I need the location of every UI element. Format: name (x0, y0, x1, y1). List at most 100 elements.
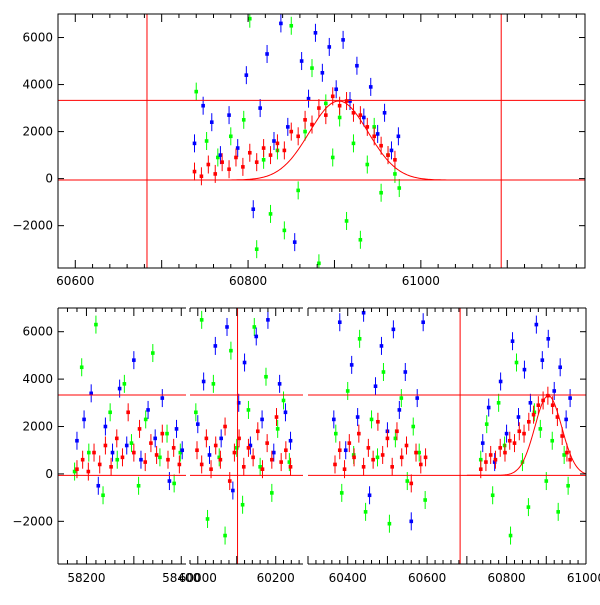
series-2-point-9 (126, 410, 130, 415)
series-0-point-50 (484, 422, 489, 426)
y-tick-label-2: 2000 (22, 125, 53, 139)
series-2-point-44 (352, 455, 356, 460)
series-1-point-18 (327, 45, 332, 49)
series-2-point-53 (395, 429, 399, 434)
series-0-point-13 (303, 129, 307, 134)
series-1-point-48 (421, 320, 425, 325)
series-1-point-21 (348, 99, 352, 103)
series-2-point-66 (507, 438, 512, 443)
series-2-point-32 (256, 429, 260, 434)
series-1-point-46 (409, 519, 414, 524)
top-frame (57, 13, 586, 269)
series-0-point-2 (87, 450, 91, 455)
series-1-point-9 (265, 52, 269, 56)
y-tick-label-1: 0 (45, 467, 53, 481)
series-1-point-44 (397, 408, 402, 412)
series-1-point-14 (174, 427, 179, 431)
bottom-segment-0 (58, 315, 186, 505)
series-2-point-14 (154, 453, 159, 457)
series-2-point-38 (284, 448, 288, 453)
series-0-point-16 (194, 410, 198, 415)
series-1-point-59 (540, 358, 545, 362)
series-2-point-71 (531, 412, 536, 417)
top-x-tick-label-2: 61000 (402, 274, 440, 288)
series-0-point-17 (199, 318, 204, 322)
bottom-segment-1 (190, 308, 303, 564)
series-2-point-5 (227, 167, 231, 172)
series-2-point-5 (103, 443, 108, 448)
bottom-x-tick-label-2-2: 60800 (487, 571, 525, 585)
series-2-point-7 (114, 436, 119, 441)
series-2-point-36 (274, 415, 279, 419)
series-2-point-18 (177, 462, 182, 467)
y-tick-label-0: −2000 (12, 514, 53, 528)
series-0-point-32 (287, 460, 292, 464)
series-1-point-7 (251, 207, 256, 212)
series-0-point-48 (423, 498, 427, 502)
series-0-point-12 (296, 188, 300, 193)
series-0-point-14 (172, 481, 176, 486)
top-x-tick-label-1: 60800 (229, 274, 267, 288)
series-1-point-38 (361, 310, 366, 315)
y-tick-label-1: 0 (45, 172, 53, 186)
series-1-point-3 (96, 483, 101, 488)
series-0-point-4 (101, 493, 105, 498)
series-2-point-15 (160, 431, 165, 436)
series-0-point-26 (393, 172, 397, 176)
series-1-point-19 (334, 87, 338, 92)
series-1-point-16 (195, 422, 200, 426)
series-0-point-1 (204, 139, 209, 143)
series-1-point-5 (235, 146, 240, 150)
series-1-point-58 (534, 322, 539, 327)
series-1-point-50 (486, 405, 491, 410)
series-2-point-34 (265, 441, 269, 445)
series-2-point-17 (171, 446, 176, 450)
series-2-point-42 (342, 467, 347, 471)
series-0-point-41 (381, 370, 386, 374)
series-1-point-53 (504, 431, 509, 436)
series-0-point-13 (165, 431, 169, 436)
series-0-point-60 (544, 479, 549, 483)
y-tick-label-3: 4000 (22, 78, 53, 92)
series-0-point-3 (94, 322, 98, 327)
series-1-point-13 (167, 479, 172, 483)
series-2-point-17 (310, 122, 314, 127)
series-1-point-7 (124, 443, 129, 448)
series-2-point-67 (512, 441, 517, 445)
series-2-point-70 (527, 419, 531, 424)
series-1-point-20 (219, 436, 223, 441)
series-2-point-31 (251, 455, 255, 460)
series-1-point-20 (341, 38, 345, 42)
series-0-point-31 (281, 398, 286, 403)
series-2-point-11 (268, 153, 273, 157)
series-2-point-19 (324, 113, 328, 117)
series-2-point-22 (209, 467, 213, 471)
series-2-point-22 (344, 99, 349, 103)
series-2-point-54 (399, 455, 404, 460)
series-0-point-30 (275, 427, 280, 431)
series-1-point-64 (568, 396, 572, 400)
series-1-point-3 (218, 153, 223, 157)
series-2-point-8 (120, 455, 125, 460)
series-1-point-51 (492, 460, 497, 464)
y-tick-label-4: 6000 (22, 325, 53, 339)
series-2-point-79 (568, 457, 572, 462)
series-0-point-47 (417, 450, 421, 455)
series-0-point-49 (478, 457, 483, 462)
series-2-point-24 (358, 113, 363, 117)
series-2-point-72 (536, 403, 541, 407)
series-2-point-16 (166, 457, 170, 462)
y-tick-label-2: 2000 (22, 420, 53, 434)
series-2-point-50 (380, 453, 385, 457)
series-1-point-30 (277, 382, 282, 386)
series-2-point-12 (143, 460, 148, 464)
bottom-x-tick-label-2-0: 60400 (329, 571, 367, 585)
series-0-point-52 (496, 401, 501, 405)
series-0-point-6 (254, 247, 259, 251)
series-1-point-28 (396, 134, 401, 139)
series-0-point-11 (151, 351, 155, 355)
series-2-point-69 (522, 431, 526, 436)
series-2-point-6 (234, 155, 238, 160)
series-2-point-37 (279, 460, 283, 464)
